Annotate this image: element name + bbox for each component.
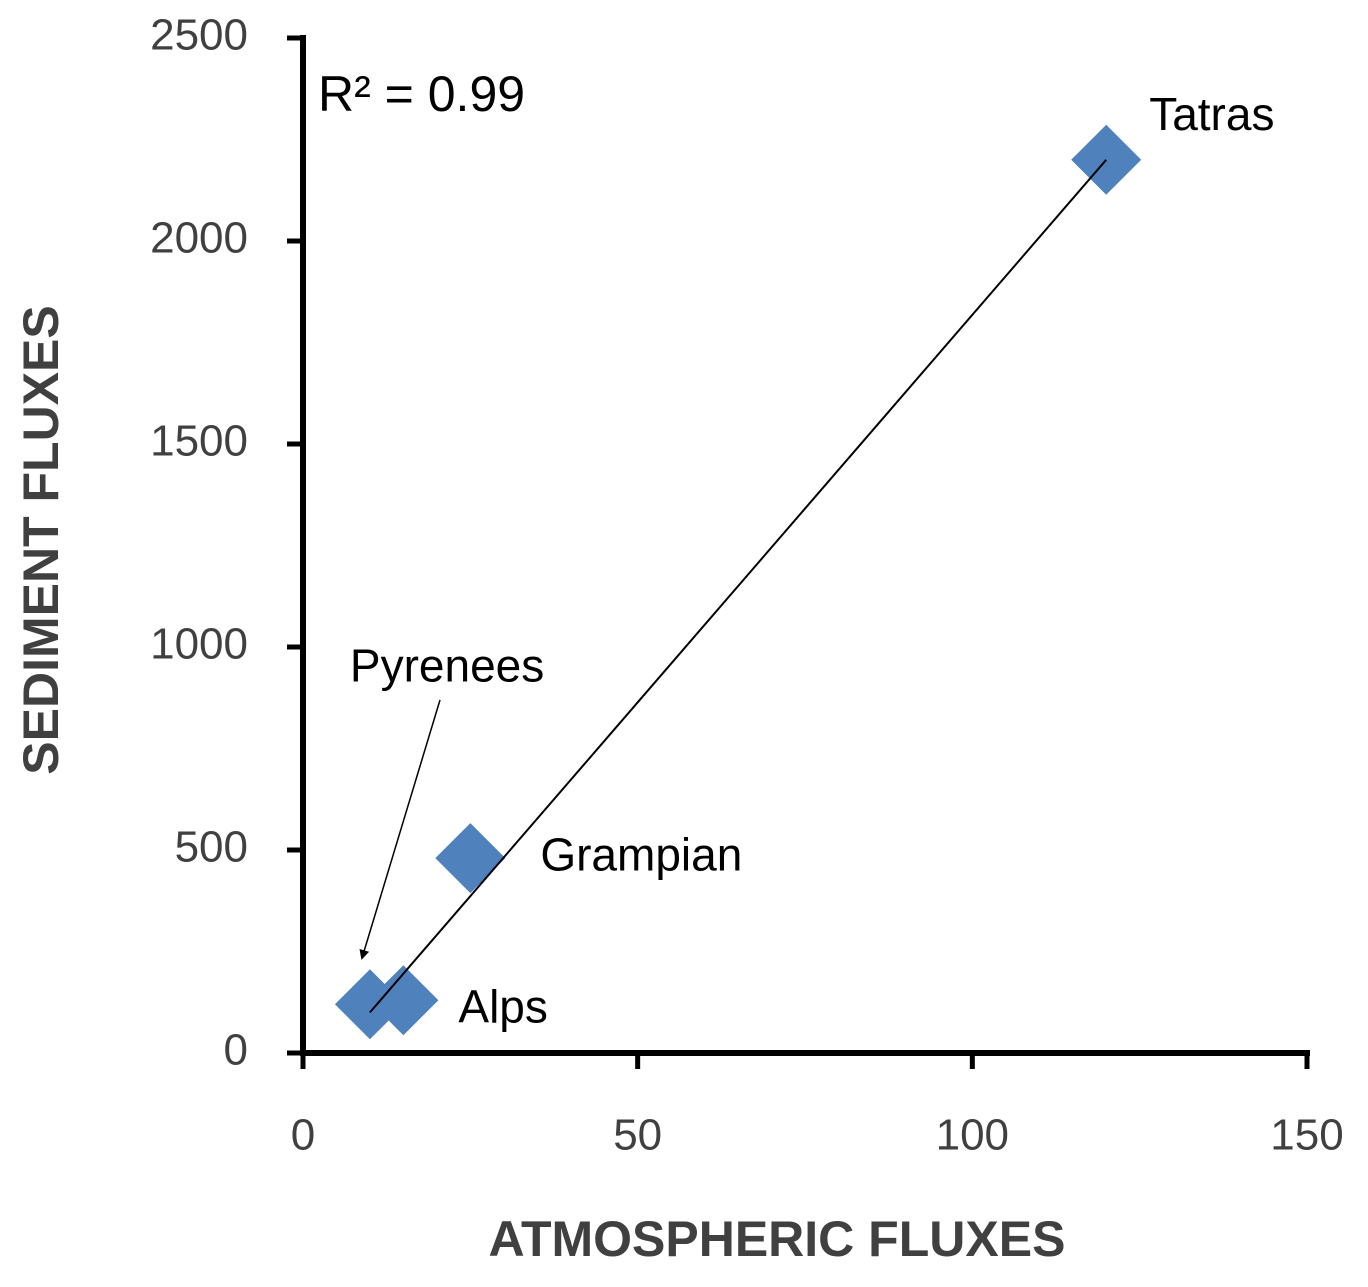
r-squared: R² = 0.99 <box>318 66 525 122</box>
x-tick-label: 50 <box>613 1111 662 1160</box>
point-label: Grampian <box>540 828 742 880</box>
y-tick-label: 1500 <box>150 417 248 466</box>
y-tick-label: 0 <box>224 1026 248 1075</box>
x-axis-title: ATMOSPHERIC FLUXES <box>489 1211 1066 1267</box>
trendline <box>369 159 1107 1014</box>
x-tick-label: 0 <box>291 1111 315 1160</box>
y-tick-label: 2000 <box>150 214 248 263</box>
point <box>435 823 506 894</box>
point-label: Tatras <box>1149 88 1274 140</box>
x-tick-label: 100 <box>936 1111 1009 1160</box>
point-label: Alps <box>458 980 547 1032</box>
pointer-arrow <box>359 699 441 960</box>
point <box>368 965 439 1036</box>
y-tick-label: 2500 <box>150 11 248 60</box>
y-tick-label: 1000 <box>150 620 248 669</box>
point-label: Pyrenees <box>350 639 544 691</box>
x-tick-label: 150 <box>1270 1111 1343 1160</box>
y-axis-title: SEDIMENT FLUXES <box>13 305 69 774</box>
y-tick-label: 500 <box>175 823 248 872</box>
